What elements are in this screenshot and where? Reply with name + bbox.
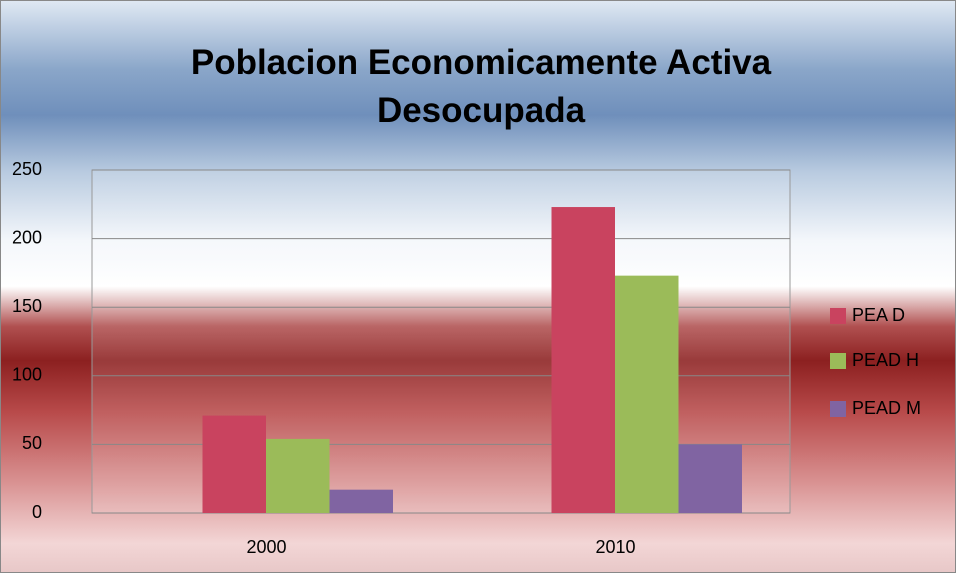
bar bbox=[551, 207, 615, 513]
legend-label: PEAD H bbox=[852, 350, 919, 370]
y-tick-label: 0 bbox=[32, 502, 42, 522]
bar bbox=[202, 415, 266, 513]
x-tick-label: 2000 bbox=[246, 537, 286, 557]
y-tick-label: 150 bbox=[12, 296, 42, 316]
legend-label: PEAD M bbox=[852, 398, 921, 418]
bar bbox=[329, 489, 393, 513]
bar bbox=[266, 438, 330, 513]
legend-swatch bbox=[830, 401, 846, 417]
y-tick-label: 50 bbox=[22, 433, 42, 453]
y-tick-label: 250 bbox=[12, 159, 42, 179]
bar bbox=[615, 275, 679, 513]
y-tick-label: 200 bbox=[12, 227, 42, 247]
x-tick-label: 2010 bbox=[595, 537, 635, 557]
legend-label: PEA D bbox=[852, 305, 905, 325]
legend-swatch bbox=[830, 353, 846, 369]
y-tick-label: 100 bbox=[12, 365, 42, 385]
bar bbox=[678, 444, 742, 513]
chart-title: Poblacion Economicamente Activa Desocupa… bbox=[190, 43, 772, 130]
legend-swatch bbox=[830, 308, 846, 324]
